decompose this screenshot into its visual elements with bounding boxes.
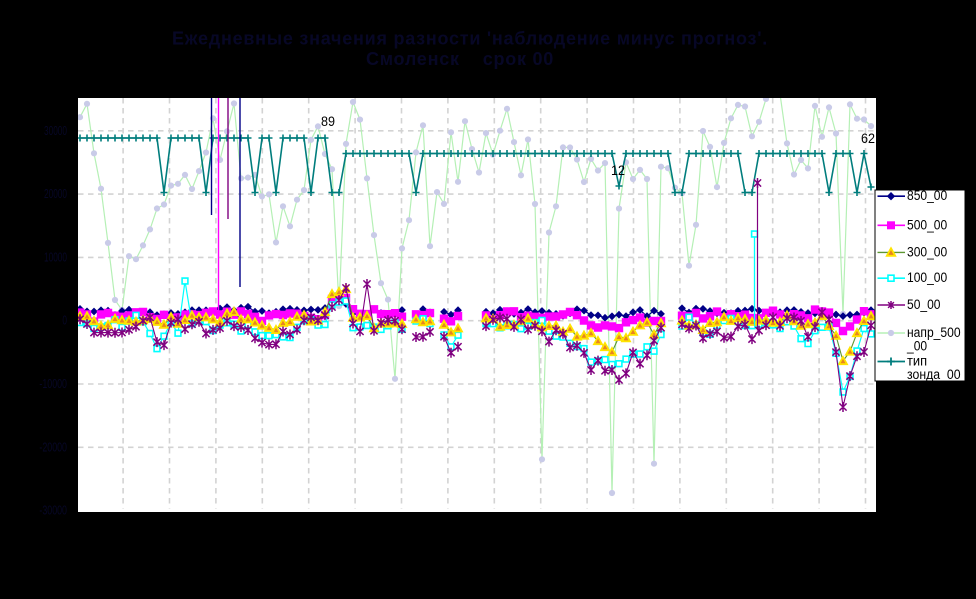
svg-text:-30000: -30000 bbox=[39, 503, 67, 518]
svg-text:20000: 20000 bbox=[44, 186, 67, 201]
svg-text:500_00: 500_00 bbox=[907, 217, 947, 232]
svg-text:зонда_00: зонда_00 bbox=[907, 367, 961, 382]
svg-text:89: 89 bbox=[321, 113, 335, 129]
svg-text:Ежедневные значения разности ': Ежедневные значения разности 'наблюдение… bbox=[172, 29, 768, 49]
svg-text:50_00: 50_00 bbox=[907, 297, 941, 312]
svg-text:тип: тип bbox=[907, 354, 927, 369]
svg-text:_00: _00 bbox=[906, 339, 927, 354]
svg-text:12: 12 bbox=[611, 162, 625, 178]
svg-text:10000: 10000 bbox=[44, 249, 67, 264]
svg-text:300_00: 300_00 bbox=[907, 244, 947, 259]
svg-text:850_00: 850_00 bbox=[907, 188, 947, 203]
svg-text:30000: 30000 bbox=[44, 123, 67, 138]
svg-text:62: 62 bbox=[861, 130, 875, 146]
svg-text:100_00: 100_00 bbox=[907, 270, 947, 285]
svg-text:-10000: -10000 bbox=[39, 376, 67, 391]
svg-text:напр_500: напр_500 bbox=[907, 325, 961, 340]
svg-text:Смоленск срок 00: Смоленск срок 00 bbox=[366, 49, 554, 69]
svg-text:-20000: -20000 bbox=[39, 439, 67, 454]
svg-text:0: 0 bbox=[62, 313, 67, 328]
